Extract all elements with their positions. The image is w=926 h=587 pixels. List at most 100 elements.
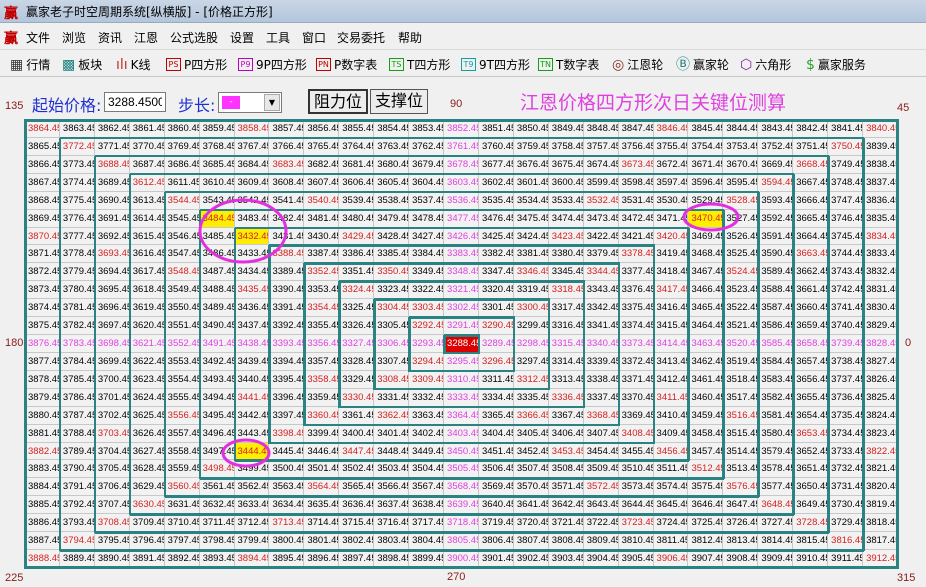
grid-cell[interactable]: 3643.45 [583, 496, 619, 515]
grid-cell[interactable]: 3303.45 [409, 299, 445, 318]
grid-cell[interactable]: 3361.45 [339, 406, 375, 425]
grid-cell[interactable]: 3729.45 [828, 514, 864, 533]
grid-cell[interactable]: 3738.45 [828, 352, 864, 371]
grid-cell[interactable]: 3609.45 [234, 173, 270, 192]
grid-cell[interactable]: 3332.45 [409, 388, 445, 407]
grid-cell[interactable]: 3874.45 [25, 299, 60, 318]
grid-cell[interactable]: 3380.45 [548, 245, 584, 264]
grid-cell[interactable]: 3615.45 [129, 227, 165, 246]
grid-cell[interactable]: 3342.45 [583, 299, 619, 318]
grid-cell[interactable]: 3349.45 [409, 263, 445, 282]
grid-cell[interactable]: 3695.45 [94, 281, 130, 300]
grid-cell[interactable]: 3833.45 [863, 245, 898, 264]
grid-cell[interactable]: 3498.45 [199, 460, 235, 479]
grid-cell[interactable]: 3439.45 [234, 352, 270, 371]
grid-cell[interactable]: 3307.45 [374, 352, 410, 371]
grid-cell[interactable]: 3730.45 [828, 496, 864, 515]
grid-cell[interactable]: 3680.45 [374, 155, 410, 174]
grid-cell[interactable]: 3384.45 [409, 245, 445, 264]
grid-cell[interactable]: 3357.45 [304, 352, 340, 371]
grid-cell[interactable]: 3442.45 [234, 406, 270, 425]
grid-cell[interactable]: 3723.45 [618, 514, 654, 533]
grid-cell[interactable]: 3617.45 [129, 263, 165, 282]
grid-cell[interactable]: 3687.45 [129, 155, 165, 174]
menu-settings[interactable]: 设置 [230, 31, 255, 45]
grid-cell[interactable]: 3505.45 [444, 460, 479, 479]
grid-cell[interactable]: 3395.45 [269, 370, 305, 389]
grid-cell[interactable]: 3785.45 [59, 370, 95, 389]
resistance-button[interactable]: 阻力位 [308, 89, 368, 114]
grid-cell[interactable]: 3563.45 [269, 478, 305, 497]
grid-cell[interactable]: 3788.45 [59, 424, 95, 443]
grid-cell[interactable]: 3330.45 [339, 388, 375, 407]
grid-cell[interactable]: 3390.45 [269, 281, 305, 300]
grid-cell[interactable]: 3429.45 [339, 227, 375, 246]
grid-cell[interactable]: 3676.45 [513, 155, 549, 174]
grid-cell[interactable]: 3750.45 [828, 137, 864, 156]
grid-cell[interactable]: 3751.45 [793, 137, 829, 156]
grid-cell[interactable]: 3755.45 [653, 137, 689, 156]
grid-cell[interactable]: 3879.45 [25, 388, 60, 407]
grid-cell[interactable]: 3412.45 [653, 370, 689, 389]
grid-cell[interactable]: 3654.45 [793, 406, 829, 425]
grid-cell[interactable]: 3398.45 [269, 424, 305, 443]
grid-cell[interactable]: 3749.45 [828, 155, 864, 174]
grid-cell[interactable]: 3669.45 [758, 155, 794, 174]
grid-cell[interactable]: 3707.45 [94, 496, 130, 515]
grid-cell[interactable]: 3867.45 [25, 173, 60, 192]
grid-cell[interactable]: 3323.45 [374, 281, 410, 300]
grid-cell[interactable]: 3419.45 [653, 245, 689, 264]
grid-cell[interactable]: 3790.45 [59, 460, 95, 479]
grid-cell[interactable]: 3801.45 [304, 532, 340, 551]
grid-cell[interactable]: 3634.45 [269, 496, 305, 515]
grid-cell[interactable]: 3718.45 [444, 514, 479, 533]
grid-cell[interactable]: 3336.45 [548, 388, 584, 407]
grid-cell[interactable]: 3326.45 [339, 317, 375, 336]
grid-cell[interactable]: 3856.45 [304, 120, 340, 138]
menu-news[interactable]: 资讯 [98, 31, 123, 45]
grid-cell[interactable]: 3469.45 [688, 227, 724, 246]
grid-cell[interactable]: 3691.45 [94, 209, 130, 228]
grid-cell[interactable]: 3853.45 [409, 120, 445, 138]
grid-cell[interactable]: 3636.45 [339, 496, 375, 515]
menu-file[interactable]: 文件 [26, 31, 51, 45]
grid-cell[interactable]: 3661.45 [793, 281, 829, 300]
grid-cell[interactable]: 3443.45 [234, 424, 270, 443]
grid-cell[interactable]: 3564.45 [304, 478, 340, 497]
grid-cell[interactable]: 3427.45 [409, 227, 445, 246]
grid-cell[interactable]: 3521.45 [723, 317, 759, 336]
grid-cell[interactable]: 3445.45 [269, 442, 305, 461]
grid-cell[interactable]: 3315.45 [548, 335, 584, 353]
grid-cell[interactable]: 3688.45 [94, 155, 130, 174]
grid-cell[interactable]: 3810.45 [618, 532, 654, 551]
grid-cell[interactable]: 3841.45 [828, 120, 864, 138]
grid-cell[interactable]: 3495.45 [199, 406, 235, 425]
grid-cell[interactable]: 3462.45 [688, 352, 724, 371]
grid-cell[interactable]: 3389.45 [269, 263, 305, 282]
toolbar-button-5[interactable]: PN P数字表 [316, 56, 377, 73]
grid-cell[interactable]: 3712.45 [234, 514, 270, 533]
grid-cell[interactable]: 3476.45 [478, 209, 514, 228]
grid-cell[interactable]: 3771.45 [94, 137, 130, 156]
grid-cell[interactable]: 3366.45 [513, 406, 549, 425]
grid-cell[interactable]: 3319.45 [513, 281, 549, 300]
grid-cell[interactable]: 3786.45 [59, 388, 95, 407]
grid-cell[interactable]: 3858.45 [234, 120, 270, 138]
grid-cell[interactable]: 3587.45 [758, 299, 794, 318]
grid-cell[interactable]: 3818.45 [863, 514, 898, 533]
grid-cell[interactable]: 3626.45 [129, 424, 165, 443]
grid-cell[interactable]: 3711.45 [199, 514, 235, 533]
grid-cell[interactable]: 3597.45 [653, 173, 689, 192]
grid-cell[interactable]: 3313.45 [548, 370, 584, 389]
grid-cell[interactable]: 3562.45 [234, 478, 270, 497]
grid-cell[interactable]: 3863.45 [59, 120, 95, 138]
grid-cell[interactable]: 3545.45 [164, 209, 200, 228]
grid-cell[interactable]: 3800.45 [269, 532, 305, 551]
grid-cell[interactable]: 3787.45 [59, 406, 95, 425]
grid-cell[interactable]: 3527.45 [723, 209, 759, 228]
grid-cell[interactable]: 3651.45 [793, 460, 829, 479]
grid-cell[interactable]: 3619.45 [129, 299, 165, 318]
grid-cell[interactable]: 3782.45 [59, 317, 95, 336]
grid-cell[interactable]: 3614.45 [129, 209, 165, 228]
grid-cell[interactable]: 3780.45 [59, 281, 95, 300]
